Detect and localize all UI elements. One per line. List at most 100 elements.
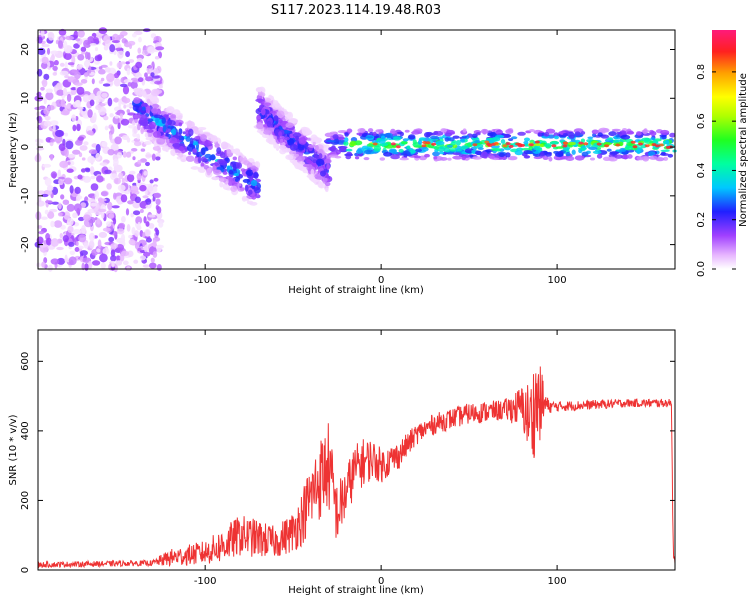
spectrogram-cell <box>87 155 96 164</box>
spectrogram-cell <box>219 160 228 166</box>
spectrogram-cell <box>150 257 155 263</box>
spectrogram-cell <box>115 255 121 262</box>
spectrogram-cell <box>239 187 245 191</box>
spectrogram-cell <box>63 40 68 50</box>
spectrogram-cell <box>41 261 46 268</box>
y-tick-label: 20 <box>20 43 31 56</box>
snr-x-ticks: -100 0 100 <box>194 330 567 587</box>
spectrogram-cell <box>390 154 400 160</box>
spectrogram-cell <box>145 198 152 205</box>
spectrogram-cell <box>407 134 416 140</box>
spectrogram-cell <box>380 135 386 141</box>
spectrogram-cell <box>236 182 242 187</box>
spectrogram-cell <box>141 89 147 97</box>
spectrogram-cell <box>93 112 97 121</box>
spectrogram-cell <box>153 192 162 199</box>
spectrogram-cell <box>96 218 101 225</box>
spectrogram-cell <box>285 122 294 128</box>
spectrogram-cell <box>226 148 232 154</box>
spectrogram-cell <box>43 107 50 115</box>
x-tick-label: 100 <box>548 576 567 587</box>
spectrogram-cell <box>307 144 317 148</box>
spectrogram-cell <box>50 50 59 55</box>
spectrogram-cell <box>154 55 160 60</box>
spectrogram-cell <box>592 150 602 154</box>
spectrogram-cell <box>115 243 125 251</box>
spectrogram-cell <box>216 166 224 171</box>
spectrogram-cell <box>47 211 55 219</box>
spectrogram-cell <box>104 67 111 73</box>
spectrogram-cell <box>158 84 163 89</box>
spectrogram-cell <box>297 163 303 171</box>
spectrogram-cell <box>81 157 86 161</box>
spectrogram-cell <box>63 52 72 61</box>
spectrogram-cell <box>266 120 272 128</box>
spectrogram-cell <box>245 170 251 175</box>
spectrogram-cell <box>659 134 668 138</box>
spectrogram-cell <box>154 80 163 85</box>
spectrogram-cell <box>230 145 234 151</box>
spectrogram-cell <box>265 97 271 102</box>
spectrogram-cell <box>200 162 205 168</box>
spectrogram-cell <box>424 132 431 138</box>
spectrogram-cell <box>214 143 220 148</box>
spectrogram-cell <box>109 61 113 66</box>
spectrogram-cell <box>663 140 670 145</box>
spectrogram-cell <box>565 151 571 157</box>
spectrogram-cell <box>511 136 518 140</box>
spectrogram-cell <box>148 223 155 229</box>
spectrogram-cell <box>45 237 52 246</box>
spectrogram-cell <box>122 151 127 158</box>
spectrogram-cell <box>77 174 83 180</box>
spectrogram-cell <box>135 216 143 225</box>
spectrogram-cell <box>75 241 79 247</box>
spectrogram-cell <box>74 186 81 194</box>
spectrogram-cell <box>287 138 295 146</box>
spectrogram-cell <box>244 184 249 192</box>
spectrogram-cell <box>151 153 156 161</box>
spectrogram-cell <box>275 143 280 151</box>
spectrogram-cell <box>251 195 257 200</box>
spectrogram-cell <box>413 155 421 159</box>
spectrogram-cell <box>443 147 451 153</box>
spectrogram-cell <box>500 139 506 144</box>
spectrogram-cell <box>335 149 342 155</box>
spectrogram-cell <box>498 152 506 158</box>
spectrogram-cell <box>372 131 377 136</box>
spectrogram-cell <box>126 137 131 143</box>
spectrogram-cell <box>98 68 106 75</box>
spectrogram-cell <box>59 70 69 76</box>
spectrogram-cell <box>505 152 511 158</box>
spectrogram-cell <box>301 127 311 136</box>
spectrogram-cell <box>130 212 134 218</box>
spectrogram-cell <box>57 212 63 217</box>
spectrogram-cell <box>475 132 481 136</box>
spectrogram-cell <box>553 135 560 140</box>
spectrogram-cell <box>120 233 126 242</box>
spectrogram-cell <box>85 168 91 173</box>
spectrogram-cell <box>472 156 482 160</box>
spectrogram-cell <box>65 140 74 150</box>
spectrogram-cell <box>415 148 423 153</box>
spectrogram-cell <box>62 199 70 205</box>
spectrogram-cell <box>59 62 65 67</box>
spectrogram-cell <box>319 167 324 171</box>
spectrogram-cell <box>417 139 423 145</box>
spectrogram-cell <box>43 97 47 105</box>
spectrogram-cell <box>42 163 52 168</box>
x-tick-label: -100 <box>194 576 217 587</box>
spectrogram-cell <box>452 155 463 160</box>
spectrogram-cell <box>272 100 279 105</box>
spectrogram-cell <box>608 131 617 137</box>
spectrogram-cell <box>433 155 438 160</box>
spectrogram-cell <box>109 44 116 53</box>
spectrogram-cell <box>241 195 247 202</box>
spectrogram-cell <box>120 250 130 257</box>
spectrogram-cell <box>60 194 65 200</box>
spectrogram-cell <box>236 162 242 170</box>
spectrogram-cell <box>239 156 244 162</box>
spectrogram-cell <box>122 97 131 104</box>
spectrogram-cell <box>109 132 113 141</box>
spectrogram-cell <box>152 251 158 258</box>
